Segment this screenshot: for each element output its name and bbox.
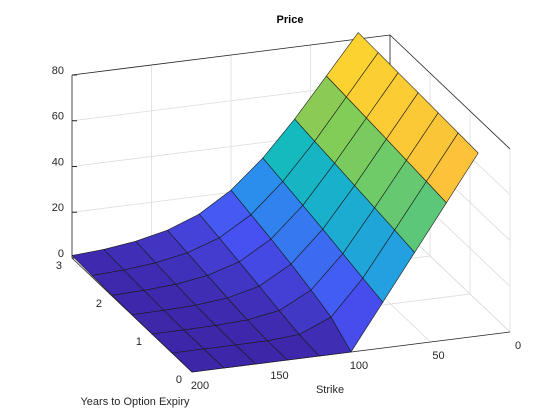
z-tick-label: 80: [52, 65, 64, 77]
x-axis-label: Strike: [316, 384, 344, 396]
y-axis-label: Years to Option Expiry: [80, 396, 190, 408]
y-tick-label: 0: [176, 374, 182, 386]
surface-patch: [171, 348, 225, 373]
y-tick-label: 2: [96, 298, 102, 310]
x-tick-label: 150: [270, 370, 288, 382]
x-tick-label: 0: [515, 340, 521, 352]
chart-title: Price: [277, 14, 304, 26]
z-tick-label: 0: [58, 248, 64, 260]
y-tick-label: 3: [56, 260, 62, 272]
z-tick-label: 20: [52, 202, 64, 214]
x-tick-label: 200: [191, 380, 209, 392]
y-tick-label: 1: [136, 336, 142, 348]
x-tick-label: 50: [432, 350, 444, 362]
z-tick-label: 40: [52, 156, 64, 168]
z-tick-label: 60: [52, 111, 64, 123]
x-tick-label: 100: [350, 360, 368, 372]
